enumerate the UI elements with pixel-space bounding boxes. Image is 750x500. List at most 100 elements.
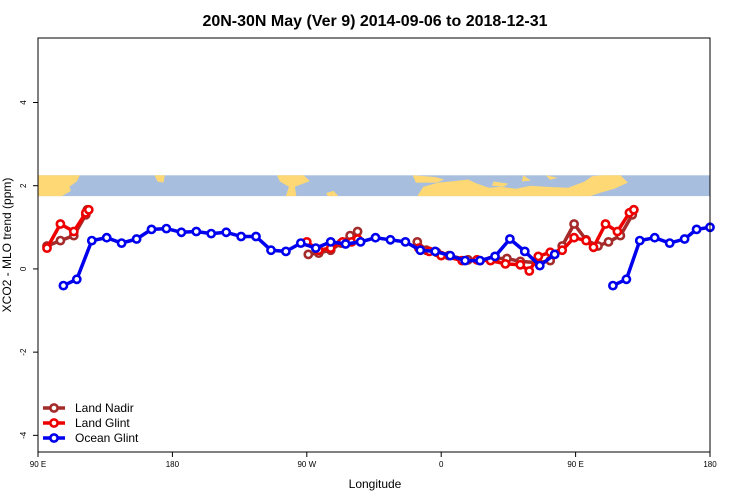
data-point-ocean-glint: [161, 223, 172, 234]
x-tick-label: 90 E: [30, 460, 46, 469]
data-point-ocean-glint: [490, 251, 500, 262]
legend-item-ocean-glint: Ocean Glint: [43, 431, 139, 445]
data-point-land-glint: [612, 226, 623, 237]
map-land-6: [492, 181, 509, 187]
map-land-4: [412, 175, 445, 183]
y-tick-label: 2: [19, 183, 28, 188]
data-point-land-glint: [515, 259, 526, 270]
plot-frame: [37, 37, 711, 453]
x-tick-label: 90 W: [297, 460, 316, 469]
chart-title: 20N-30N May (Ver 9) 2014-09-06 to 2018-1…: [202, 13, 547, 30]
series-layer: [42, 204, 715, 291]
data-point-ocean-glint: [621, 274, 632, 285]
data-point-ocean-glint: [400, 236, 411, 247]
y-axis-label: XCO2 - MLO trend (ppm): [0, 178, 14, 313]
y-tick-label: -4: [19, 431, 28, 439]
data-point-ocean-glint: [649, 232, 660, 243]
data-point-ocean-glint: [519, 246, 530, 257]
data-point-ocean-glint: [325, 236, 336, 247]
legend-marker: [49, 403, 59, 413]
data-point-ocean-glint: [236, 231, 246, 242]
data-point-ocean-glint: [370, 232, 381, 243]
data-point-ocean-glint: [385, 234, 396, 245]
data-point-ocean-glint: [86, 235, 97, 246]
series-line-ocean-glint: [62, 226, 556, 288]
data-point-ocean-glint: [280, 246, 291, 257]
legend-label: Land Nadir: [75, 401, 134, 415]
data-point-ocean-glint: [146, 224, 157, 235]
legend-label: Ocean Glint: [75, 431, 139, 445]
data-point-ocean-glint: [131, 234, 142, 244]
data-point-ocean-glint: [206, 228, 217, 239]
x-tick-label: 0: [439, 460, 444, 469]
data-point-land-glint: [533, 251, 544, 262]
map-land-5: [417, 175, 628, 197]
data-point-land-glint: [55, 219, 66, 229]
data-point-land-glint: [569, 232, 579, 243]
data-point-land-glint: [600, 219, 611, 229]
legend-label: Land Glint: [75, 416, 130, 430]
legend-marker: [49, 418, 59, 428]
x-tick-label: 180: [703, 460, 717, 469]
data-point-land-glint: [581, 235, 591, 246]
data-point-ocean-glint: [266, 245, 276, 256]
data-point-ocean-glint: [608, 280, 618, 291]
data-point-ocean-glint: [549, 249, 560, 260]
data-point-ocean-glint: [58, 280, 69, 291]
data-point-ocean-glint: [664, 238, 675, 248]
legend-marker: [49, 433, 59, 443]
x-axis-label: Longitude: [349, 477, 402, 491]
data-point-land-nadir: [55, 235, 66, 246]
x-axis: 90 E 180 90 W 0 90 E 180: [30, 452, 717, 469]
data-point-land-glint: [68, 226, 79, 237]
y-tick-label: 0: [19, 266, 28, 271]
data-point-ocean-glint: [191, 226, 202, 237]
data-point-ocean-glint: [634, 235, 645, 246]
data-point-land-nadir: [569, 219, 579, 229]
data-point-land-glint: [557, 245, 568, 256]
data-point-ocean-glint: [251, 231, 261, 242]
data-point-land-glint: [83, 204, 94, 215]
data-point-ocean-glint: [116, 238, 127, 248]
legend-item-land-glint: Land Glint: [43, 416, 130, 430]
data-point-land-glint: [500, 258, 511, 269]
data-point-ocean-glint: [430, 246, 441, 257]
data-point-ocean-glint: [71, 274, 82, 285]
data-point-ocean-glint: [176, 227, 187, 238]
data-point-land-glint: [42, 243, 52, 253]
map-land-3: [326, 190, 339, 197]
data-point-ocean-glint: [295, 238, 306, 248]
data-point-ocean-glint: [691, 224, 702, 235]
data-point-ocean-glint: [221, 227, 232, 238]
data-point-land-nadir: [352, 226, 363, 237]
data-point-ocean-glint: [415, 245, 426, 256]
legend-item-land-nadir: Land Nadir: [43, 401, 134, 415]
data-point-ocean-glint: [101, 232, 112, 243]
data-point-land-glint: [588, 242, 599, 253]
map-land-7: [521, 175, 531, 182]
data-point-land-nadir: [603, 236, 614, 247]
data-point-ocean-glint: [310, 243, 321, 253]
series-ocean-glint: [58, 222, 715, 291]
data-point-land-glint: [524, 266, 535, 276]
map-land-1: [154, 175, 165, 183]
x-tick-label: 90 E: [567, 460, 583, 469]
y-axis: -4 -2 0 2 4: [19, 100, 38, 439]
y-tick-label: -2: [19, 348, 28, 356]
data-point-ocean-glint: [504, 234, 515, 244]
data-point-ocean-glint: [340, 239, 351, 249]
map-land-0: [38, 175, 80, 197]
world-map-strip: [38, 175, 710, 197]
data-point-ocean-glint: [445, 250, 456, 261]
data-point-ocean-glint: [460, 255, 470, 266]
data-point-ocean-glint: [475, 255, 485, 266]
data-point-ocean-glint: [355, 236, 366, 247]
data-point-ocean-glint: [679, 234, 690, 244]
map-land-8: [545, 175, 558, 180]
map-land-2: [276, 175, 310, 197]
data-point-land-glint: [628, 204, 639, 215]
data-point-ocean-glint: [534, 260, 545, 271]
data-point-land-nadir: [303, 249, 314, 260]
x-tick-label: 180: [166, 460, 180, 469]
